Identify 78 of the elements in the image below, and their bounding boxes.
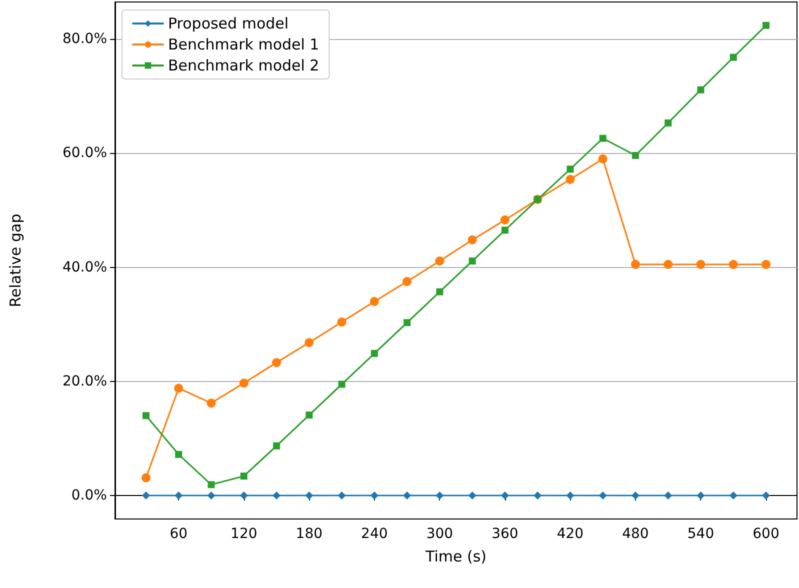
x-tick-label: 300 [426,526,454,542]
point [208,481,215,488]
point [468,491,476,500]
point [468,258,476,265]
point [306,412,313,419]
point [729,491,738,500]
point [402,277,412,286]
point [207,491,216,500]
legend-label: Proposed model [168,14,289,32]
point [337,318,346,327]
point [370,297,379,306]
point [370,491,378,500]
point [664,119,672,126]
x-tick-label: 180 [296,526,323,542]
point [664,491,672,500]
point [696,491,705,500]
point [468,235,477,244]
point [370,350,378,357]
x-tick-label: 480 [622,526,649,542]
legend-label: Benchmark model 2 [168,56,320,74]
x-tick-label: 540 [687,526,714,542]
x-tick-label: 360 [492,526,518,542]
point [305,491,314,500]
y-tick-label: 40.0% [62,259,107,276]
point [142,473,150,482]
point [206,398,216,408]
point [338,491,346,500]
point [599,134,606,142]
x-tick-label: 600 [752,526,780,542]
point [500,215,510,224]
x-axis-title: Time (s) [424,548,486,566]
point [272,491,281,500]
point [630,260,640,269]
x-tick-label: 60 [170,526,188,542]
point [534,491,542,500]
point [762,22,770,29]
point [566,491,574,500]
point [632,152,639,159]
point [272,358,282,368]
point [664,260,673,269]
point [762,260,770,269]
point [435,256,444,266]
point [304,338,314,348]
point [239,378,248,388]
point [598,491,607,500]
point [566,174,575,184]
point [728,260,738,269]
y-tick-label: 60.0% [62,145,107,162]
point [598,154,608,164]
y-axis-title: Relative gap [6,214,24,308]
point [404,319,411,326]
y-tick-label: 0.0% [71,487,107,504]
point [730,54,737,61]
point [175,450,182,458]
point [142,412,150,420]
x-tick-label: 420 [556,526,584,542]
point [696,260,706,269]
point [566,166,574,173]
point [142,491,150,500]
point [240,491,248,500]
point [436,288,444,296]
x-tick-label: 240 [361,526,388,542]
legend-label: Benchmark model 1 [168,36,320,54]
point [174,491,183,500]
point [697,86,704,94]
x-tick-label: 120 [230,526,258,542]
point [338,380,346,388]
point [273,442,280,450]
y-tick-label: 20.0% [62,373,107,390]
point [240,472,248,480]
point [501,226,508,234]
point [174,384,184,393]
point [403,491,412,500]
point [436,491,444,500]
point [631,491,640,500]
point [762,491,770,500]
y-tick-label: 80.0% [62,31,107,48]
point [500,491,509,500]
